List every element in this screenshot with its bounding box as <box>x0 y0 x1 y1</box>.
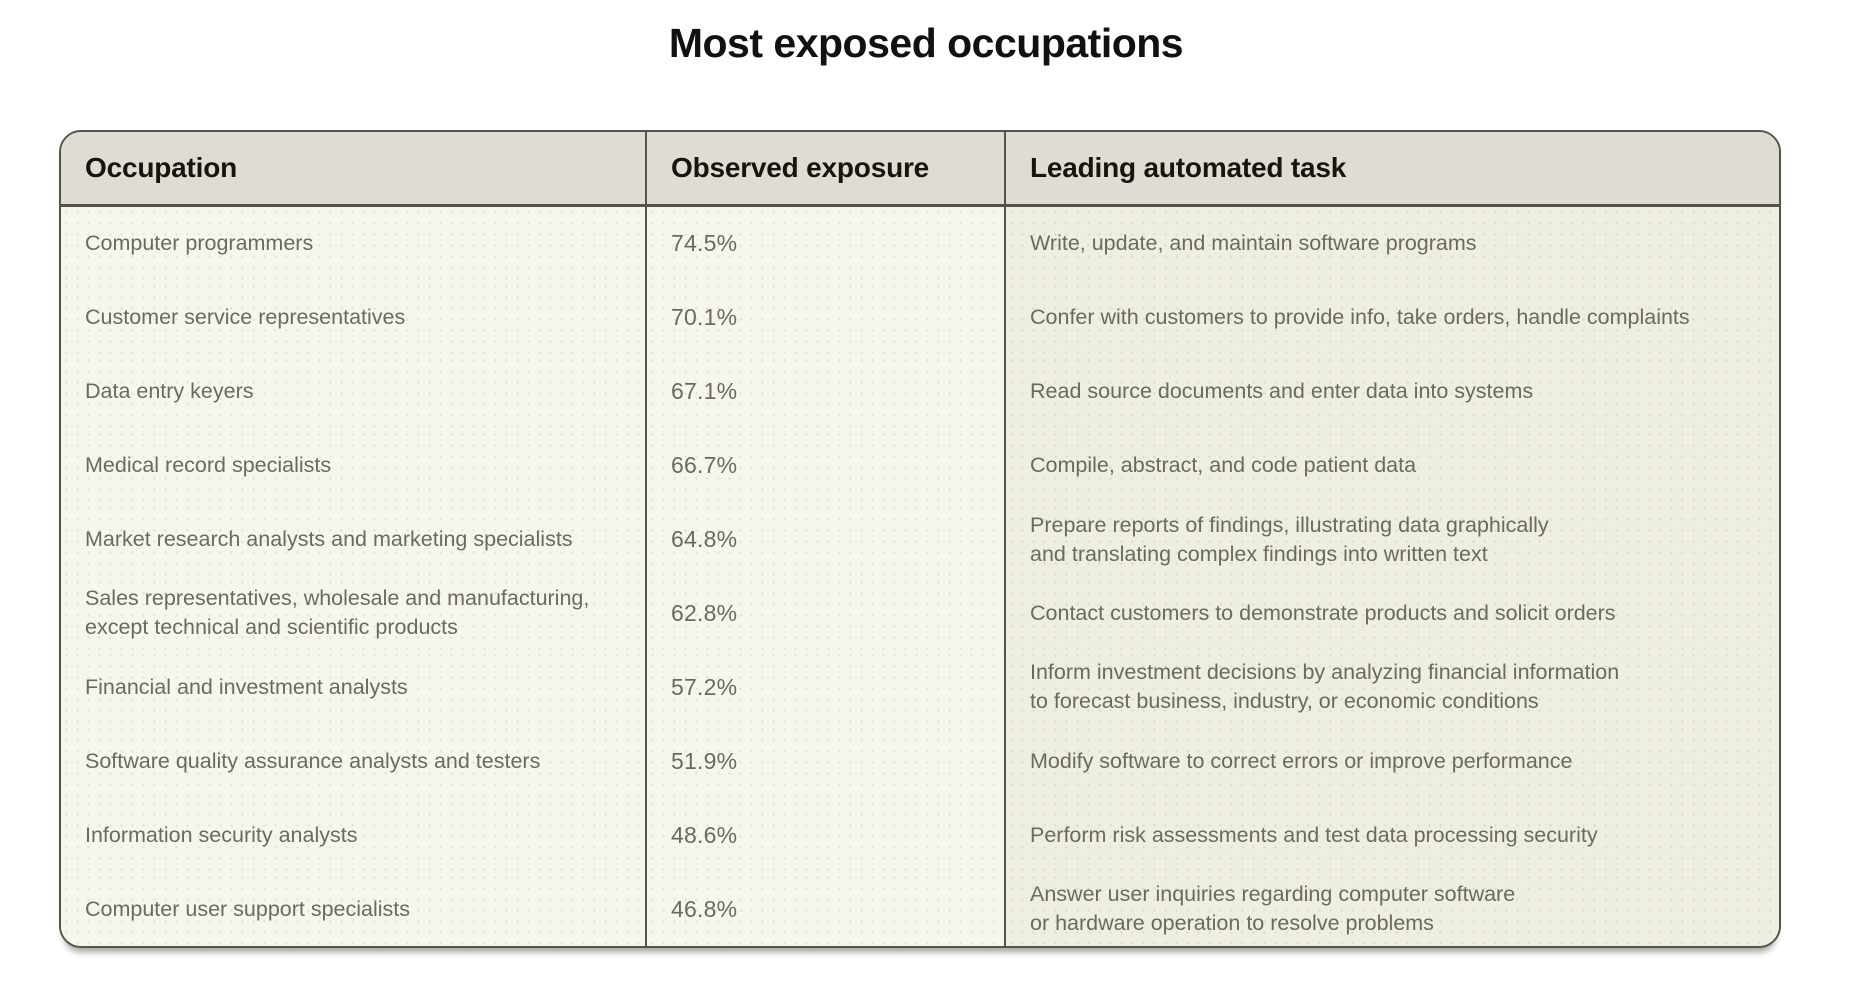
table-row: Financial and investment analysts 57.2% … <box>61 650 1779 725</box>
occupation-cell: Information security analysts <box>61 798 647 873</box>
exposure-cell: 67.1% <box>647 354 1006 429</box>
exposure-cell: 70.1% <box>647 280 1006 355</box>
table-row: Medical record specialists 66.7% Compile… <box>61 428 1779 503</box>
exposure-cell: 64.8% <box>647 502 1006 577</box>
table-row: Computer programmers 74.5% Write, update… <box>61 207 1779 281</box>
task-cell: Read source documents and enter data int… <box>1006 354 1779 429</box>
task-cell: Compile, abstract, and code patient data <box>1006 428 1779 503</box>
occupation-cell: Computer user support specialists <box>61 872 647 946</box>
exposure-cell: 62.8% <box>647 576 1006 651</box>
header-leading-automated-task: Leading automated task <box>1006 132 1779 204</box>
occupation-cell: Market research analysts and marketing s… <box>61 502 647 577</box>
occupation-cell: Medical record specialists <box>61 428 647 503</box>
exposure-cell: 46.8% <box>647 872 1006 946</box>
exposure-cell: 57.2% <box>647 650 1006 725</box>
table-row: Information security analysts 48.6% Perf… <box>61 798 1779 873</box>
table-header-row: Occupation Observed exposure Leading aut… <box>61 132 1779 207</box>
exposure-cell: 74.5% <box>647 207 1006 281</box>
exposure-cell: 48.6% <box>647 798 1006 873</box>
occupation-cell: Software quality assurance analysts and … <box>61 724 647 799</box>
exposure-cell: 66.7% <box>647 428 1006 503</box>
occupation-cell: Financial and investment analysts <box>61 650 647 725</box>
task-cell: Answer user inquiries regarding computer… <box>1006 872 1779 946</box>
exposure-table: Occupation Observed exposure Leading aut… <box>59 130 1781 948</box>
task-cell: Prepare reports of findings, illustratin… <box>1006 502 1779 577</box>
table-row: Customer service representatives 70.1% C… <box>61 280 1779 355</box>
task-cell: Modify software to correct errors or imp… <box>1006 724 1779 799</box>
table-row: Data entry keyers 67.1% Read source docu… <box>61 354 1779 429</box>
exposure-cell: 51.9% <box>647 724 1006 799</box>
page-title: Most exposed occupations <box>668 20 1184 66</box>
table-row: Sales representatives, wholesale and man… <box>61 576 1779 651</box>
task-cell: Contact customers to demonstrate product… <box>1006 576 1779 651</box>
occupation-cell: Computer programmers <box>61 207 647 281</box>
header-occupation: Occupation <box>61 132 647 204</box>
task-cell: Inform investment decisions by analyzing… <box>1006 650 1779 725</box>
occupation-cell: Customer service representatives <box>61 280 647 355</box>
occupation-cell: Sales representatives, wholesale and man… <box>61 576 647 651</box>
table-row: Software quality assurance analysts and … <box>61 724 1779 799</box>
task-cell: Confer with customers to provide info, t… <box>1006 280 1779 355</box>
header-observed-exposure: Observed exposure <box>647 132 1006 204</box>
occupation-cell: Data entry keyers <box>61 354 647 429</box>
task-cell: Perform risk assessments and test data p… <box>1006 798 1779 873</box>
table-row: Computer user support specialists 46.8% … <box>61 872 1779 946</box>
task-cell: Write, update, and maintain software pro… <box>1006 207 1779 281</box>
table-row: Market research analysts and marketing s… <box>61 502 1779 577</box>
